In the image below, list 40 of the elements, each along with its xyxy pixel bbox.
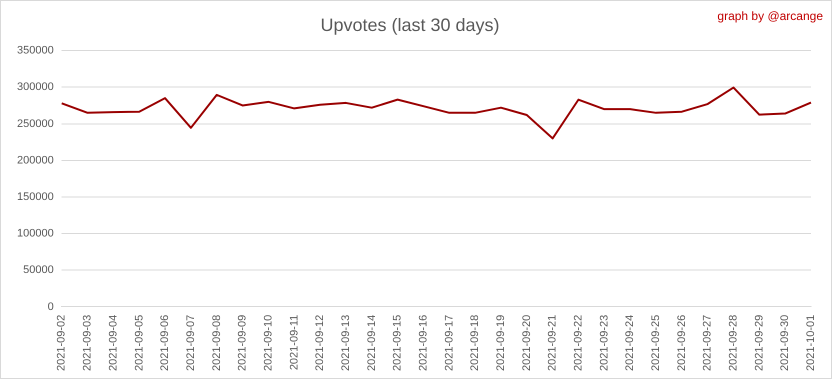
y-tick-label: 0: [48, 300, 54, 313]
x-tick-label: 2021-09-05: [133, 314, 146, 372]
y-tick-label: 50000: [23, 264, 54, 276]
x-tick-label: 2021-09-02: [56, 314, 68, 372]
text: graph by @arcange: [717, 9, 823, 23]
y-tick-label: 350000: [16, 44, 54, 57]
y-tick-label: 250000: [16, 118, 54, 130]
y-tick-label: 300000: [16, 81, 54, 94]
x-tick-label: 2021-09-04: [107, 314, 120, 372]
x-tick-label: 2021-09-12: [314, 314, 326, 372]
x-tick-label: 2021-09-27: [702, 314, 714, 372]
y-tick-label: 150000: [16, 190, 54, 203]
y-tick-label: 200000: [16, 154, 54, 166]
x-tick-label: 2021-09-09: [236, 314, 249, 372]
x-tick-label: 2021-09-18: [469, 314, 482, 372]
x-tick-label: 2021-09-17: [443, 314, 456, 372]
x-tick-label: 2021-09-10: [262, 314, 274, 372]
x-tick-label: 2021-09-15: [392, 314, 404, 372]
x-tick-label: 2021-09-11: [288, 314, 300, 370]
chart-title: Upvotes (last 30 days): [320, 14, 500, 35]
x-tick-label: 2021-09-24: [624, 314, 636, 372]
x-tick-label: 2021-09-25: [650, 314, 662, 372]
x-tick-label: 2021-09-30: [779, 314, 792, 372]
y-tick-label: 100000: [16, 228, 54, 240]
x-tick-label: 2021-09-13: [340, 314, 352, 372]
x-tick-label: 2021-09-14: [366, 314, 378, 372]
x-tick-label: 2021-09-28: [728, 314, 740, 372]
x-tick-label: 2021-09-22: [572, 314, 584, 372]
x-tick-label: 2021-09-06: [159, 314, 172, 372]
x-tick-label: 2021-09-08: [210, 314, 223, 372]
x-tick-label: 2021-09-20: [520, 314, 533, 372]
x-tick-label: 2021-09-26: [676, 314, 688, 372]
x-tick-label: 2021-09-21: [546, 314, 559, 372]
x-tick-label: 2021-10-01: [805, 314, 818, 372]
x-tick-label: 2021-09-03: [82, 314, 94, 372]
x-tick-label: 2021-09-07: [184, 314, 197, 372]
x-tick-label: 2021-09-23: [598, 314, 610, 372]
x-tick-label: 2021-09-19: [494, 314, 507, 372]
x-tick-label: 2021-09-16: [417, 314, 430, 372]
x-tick-label: 2021-09-29: [753, 314, 766, 372]
